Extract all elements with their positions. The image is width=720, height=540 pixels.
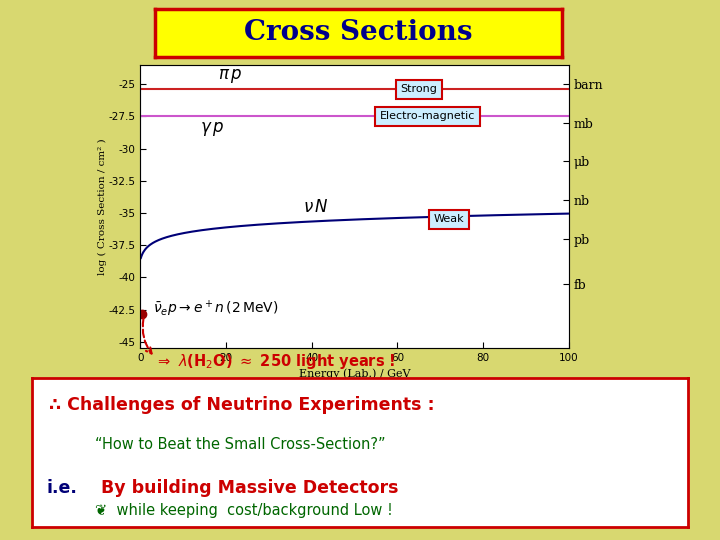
Y-axis label: log ( Cross Section / cm² ): log ( Cross Section / cm² ) [98,138,107,275]
Text: By building Massive Detectors: By building Massive Detectors [94,479,398,497]
Text: ∴ Challenges of Neutrino Experiments :: ∴ Challenges of Neutrino Experiments : [49,396,434,414]
Text: Electro-magnetic: Electro-magnetic [379,111,475,122]
Text: ❦  while keeping  cost/background Low !: ❦ while keeping cost/background Low ! [94,503,392,517]
Text: $\gamma\,p$: $\gamma\,p$ [200,119,225,138]
Text: $\nu\,N$: $\nu\,N$ [303,199,329,215]
Text: $\bar{\nu}_e p \rightarrow e^+n\,(2\,\mathrm{MeV})$: $\bar{\nu}_e p \rightarrow e^+n\,(2\,\ma… [153,299,279,319]
Text: i.e.: i.e. [47,479,78,497]
Text: $\pi\,p$: $\pi\,p$ [217,67,242,85]
Text: Cross Sections: Cross Sections [244,19,472,46]
Text: Strong: Strong [400,84,437,94]
Text: $\Rightarrow$ $\lambda$(H$_2$O) $\approx$ 250 light years !: $\Rightarrow$ $\lambda$(H$_2$O) $\approx… [155,352,395,371]
X-axis label: Energy (Lab.) / GeV: Energy (Lab.) / GeV [299,369,410,379]
Text: “How to Beat the Small Cross-Section?”: “How to Beat the Small Cross-Section?” [94,437,385,453]
Text: Weak: Weak [433,214,464,225]
